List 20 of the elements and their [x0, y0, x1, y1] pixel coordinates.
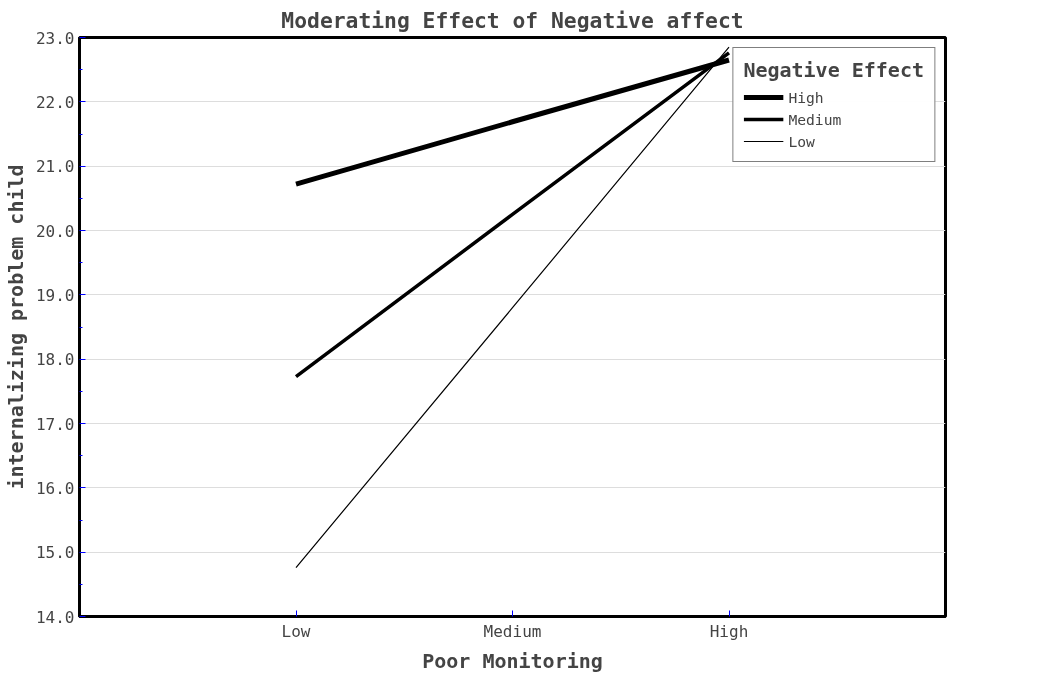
y-tick-label: 14.0 — [35, 607, 75, 627]
chart-title: Moderating Effect of Negative affect — [281, 7, 744, 33]
y-tick-label: 16.0 — [35, 478, 75, 498]
y-tick-label: 23.0 — [35, 28, 75, 48]
legend-title: Negative Effect — [743, 58, 924, 82]
y-tick-label: 21.0 — [35, 157, 75, 177]
legend-label: High — [788, 88, 824, 106]
x-axis-title: Poor Monitoring — [422, 648, 603, 673]
y-tick-label: 15.0 — [35, 543, 75, 563]
y-axis-title: internalizing problem child — [3, 164, 28, 490]
y-tick-label: 17.0 — [35, 414, 75, 434]
y-tick-label: 18.0 — [35, 350, 75, 370]
legend-label: Medium — [788, 110, 842, 128]
y-tick-label: 19.0 — [35, 285, 75, 305]
legend-label: Low — [788, 132, 815, 150]
x-tick-label: Medium — [483, 621, 542, 641]
y-tick-label: 20.0 — [35, 221, 75, 241]
y-tick-label: 22.0 — [35, 92, 75, 112]
x-tick-label: High — [709, 621, 749, 641]
x-tick-label: Low — [281, 621, 311, 641]
